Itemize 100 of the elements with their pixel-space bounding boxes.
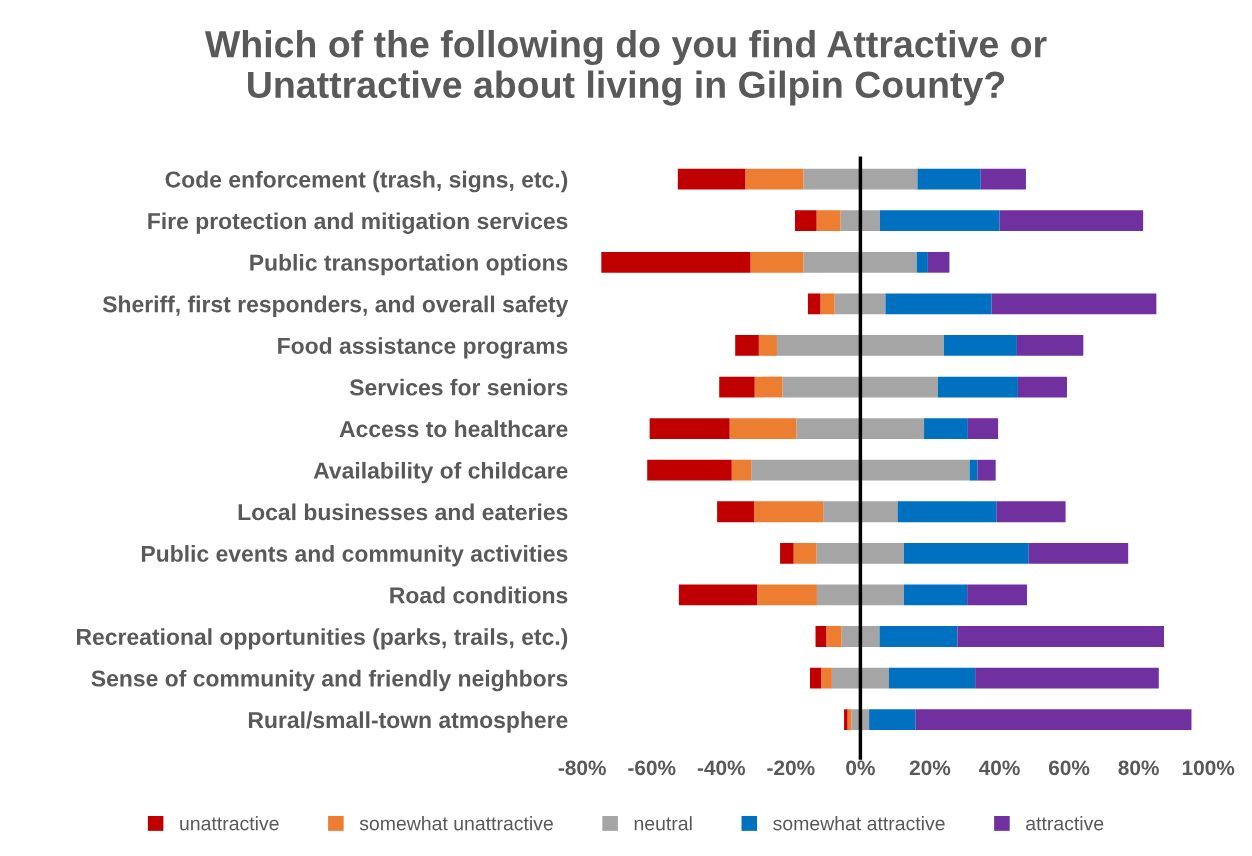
- bar: [745, 168, 804, 190]
- legend-label: attractive: [1026, 816, 1104, 831]
- bar: [816, 210, 841, 232]
- bar: [719, 376, 755, 398]
- bar: [917, 168, 981, 190]
- bar: [757, 584, 817, 606]
- bar: [860, 459, 970, 481]
- bar: [841, 626, 861, 647]
- y-tick-label: Public events and community activities: [141, 545, 568, 567]
- bar: [996, 501, 1066, 523]
- x-tick-label: -20%: [767, 760, 815, 776]
- y-tick-label: Sense of community and friendly neighbors: [91, 669, 568, 692]
- bar: [969, 459, 978, 481]
- bar: [750, 251, 804, 273]
- y-tick-label: Code enforcement (trash, signs, etc.): [165, 170, 568, 193]
- y-tick-label: Local businesses and eateries: [238, 503, 568, 521]
- bar: [826, 626, 842, 647]
- legend-label: somewhat unattractive: [359, 816, 553, 831]
- bar: [844, 709, 848, 731]
- bar: [975, 667, 1159, 689]
- x-tick-label: 40%: [978, 760, 1020, 776]
- bar: [869, 709, 916, 731]
- bar: [816, 542, 861, 564]
- bar: [879, 210, 1000, 232]
- y-tick-label: Access to healthcare: [339, 420, 568, 438]
- y-tick-label: Public transportation options: [250, 254, 568, 276]
- bar: [943, 335, 1017, 356]
- bar: [860, 335, 944, 356]
- x-tick-label: 100%: [1182, 760, 1235, 776]
- bar: [735, 335, 759, 356]
- bar: [823, 501, 861, 523]
- bar: [903, 584, 968, 606]
- bar: [860, 293, 886, 315]
- bar: [879, 626, 958, 647]
- bar: [815, 626, 827, 647]
- bar: [924, 418, 968, 440]
- bar: [821, 667, 832, 689]
- bar: [937, 376, 1018, 398]
- y-tick-label: Rural/small-town atmosphere: [248, 711, 568, 733]
- x-tick-label: 0%: [846, 760, 875, 776]
- bar: [678, 584, 758, 606]
- bar: [967, 418, 999, 440]
- bar: [816, 584, 861, 606]
- bar: [1017, 376, 1067, 398]
- y-tick-label: Sheriff, first responders, and overall safety: [102, 295, 569, 317]
- bar: [795, 210, 817, 232]
- legend-label: somewhat attractive: [773, 816, 945, 831]
- y-tick-label: Road conditions: [390, 586, 568, 604]
- bar: [1016, 335, 1084, 356]
- bar: [957, 626, 1165, 647]
- bar: [717, 501, 754, 523]
- bar: [860, 418, 925, 440]
- bar: [729, 418, 797, 440]
- y-tick-label: Availability of childcare: [313, 461, 568, 484]
- bar: [860, 584, 904, 606]
- bar: [601, 251, 751, 273]
- legend-label: neutral: [634, 816, 692, 831]
- y-tick-label: Fire protection and mitigation services: [148, 212, 568, 234]
- bar: [927, 251, 950, 273]
- bar: [796, 418, 861, 440]
- bar: [647, 459, 732, 481]
- bar: [793, 542, 817, 564]
- bar: [888, 667, 976, 689]
- bar: [753, 501, 824, 523]
- bar: [809, 667, 822, 689]
- chart-title: Which of the following do you find Attractive or Unattractive about living in Gilpin County?: [204, 29, 1047, 106]
- bar: [916, 251, 928, 273]
- bar: [860, 626, 880, 647]
- bar: [840, 210, 861, 232]
- bar: [1028, 542, 1129, 564]
- bar: [991, 293, 1157, 315]
- bar: [831, 667, 861, 689]
- x-tick-label: -80%: [558, 760, 606, 776]
- bar: [780, 542, 794, 564]
- bar: [860, 168, 918, 190]
- bar: [860, 251, 917, 273]
- bar: [754, 376, 783, 398]
- bar: [649, 418, 730, 440]
- x-tick-label: -60%: [628, 760, 676, 776]
- bar: [903, 542, 1029, 564]
- bar: [731, 459, 752, 481]
- bar: [860, 667, 889, 689]
- bar: [860, 542, 904, 564]
- legend-label: unattractive: [180, 816, 279, 831]
- bar: [999, 210, 1144, 232]
- bar: [860, 501, 898, 523]
- bar: [677, 168, 746, 190]
- x-tick-label: 80%: [1118, 760, 1159, 776]
- y-tick-label: Recreational opportunities (parks, trails, etc.): [77, 628, 568, 650]
- bar: [782, 376, 861, 398]
- x-tick-label: -40%: [697, 760, 746, 776]
- bar: [967, 584, 1027, 606]
- bar: [980, 168, 1026, 190]
- x-tick-label: 20%: [909, 760, 951, 776]
- x-tick-label: 60%: [1048, 760, 1090, 776]
- y-tick-label: Food assistance programs: [278, 337, 568, 359]
- bar: [977, 459, 996, 481]
- bar: [885, 293, 992, 315]
- bar: [820, 293, 835, 315]
- bar: [915, 709, 1192, 731]
